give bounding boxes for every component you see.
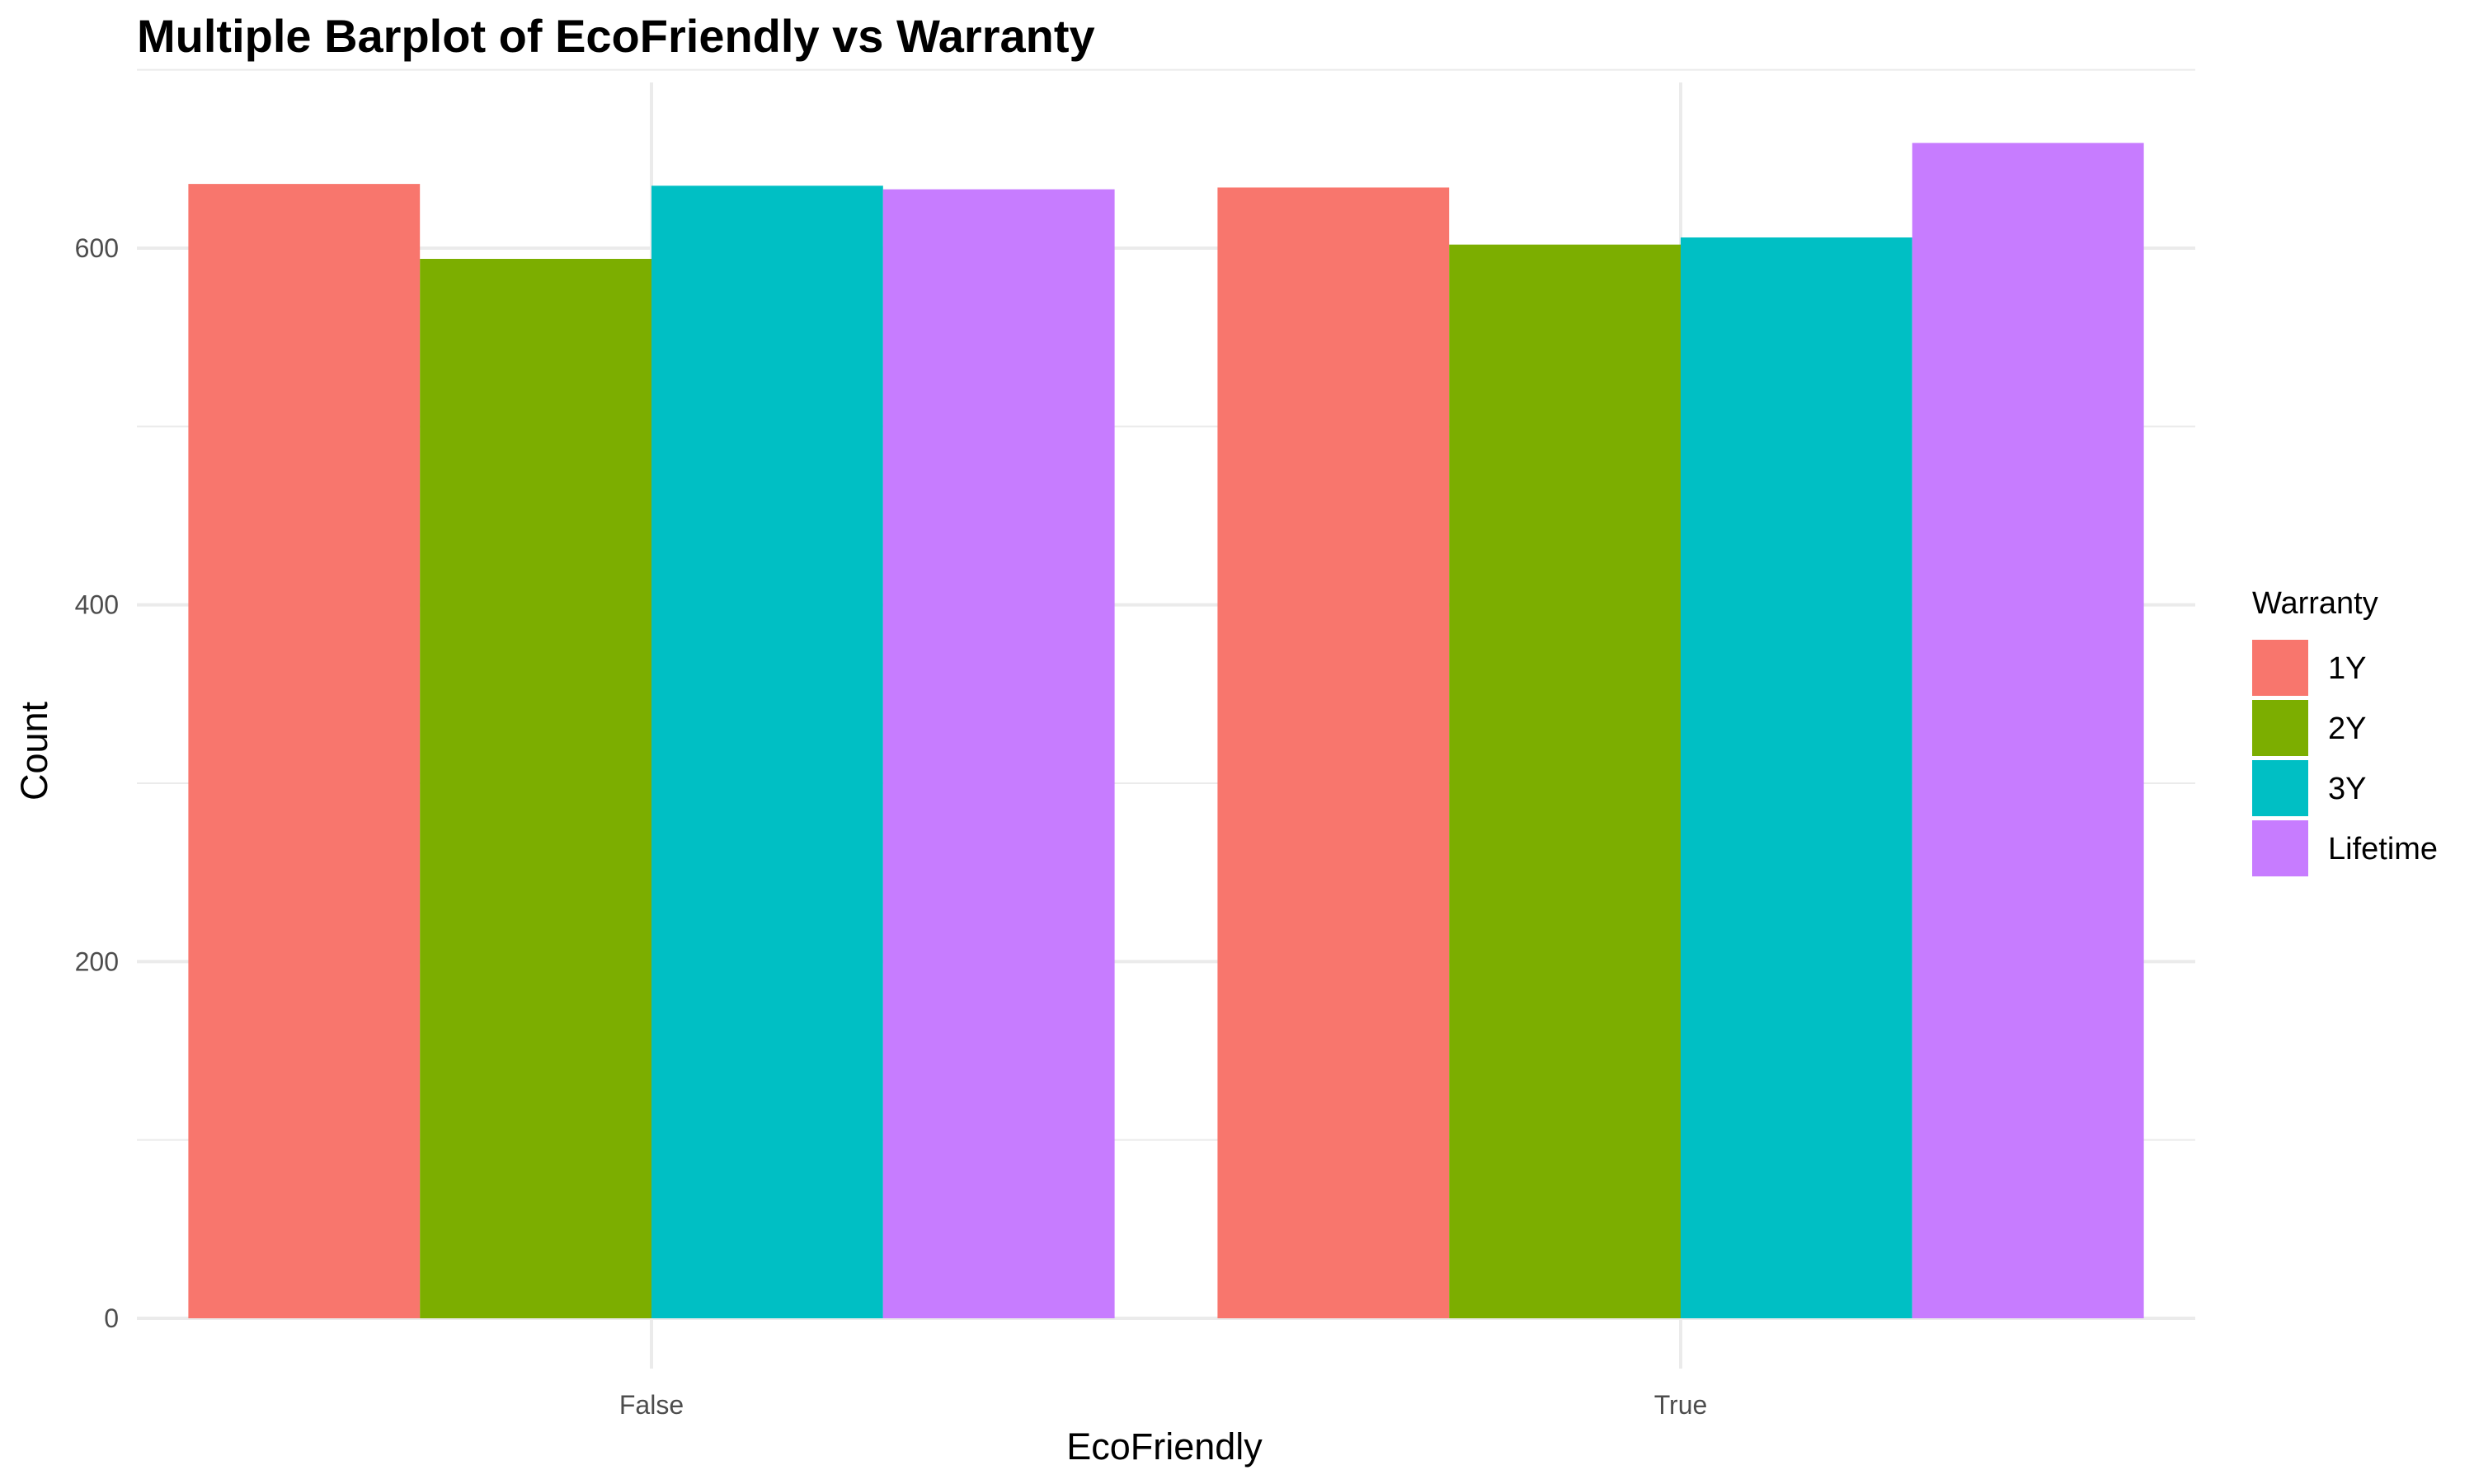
- bar: [651, 186, 883, 1319]
- legend-key: [2252, 820, 2308, 876]
- bar: [1217, 187, 1450, 1319]
- legend-label: 2Y: [2328, 711, 2366, 746]
- legend-key: [2252, 760, 2308, 816]
- y-tick-label: 600: [75, 233, 119, 263]
- y-tick-label: 200: [75, 946, 119, 976]
- y-tick-label: 0: [104, 1303, 119, 1333]
- legend-label: 1Y: [2328, 651, 2366, 686]
- x-tick-label: True: [1654, 1390, 1708, 1420]
- ticks-layer: 0 200 400 600 False True: [75, 233, 1708, 1420]
- bar: [188, 184, 421, 1318]
- legend-label: Lifetime: [2328, 832, 2438, 866]
- bar: [1681, 237, 1912, 1318]
- bar: [882, 189, 1115, 1319]
- y-tick-label: 400: [75, 590, 119, 620]
- legend: Warranty 1Y 2Y 3Y Lifetime: [2252, 586, 2438, 876]
- legend-key: [2252, 640, 2308, 696]
- bar: [420, 258, 651, 1319]
- x-axis-title: EcoFriendly: [1066, 1425, 1263, 1468]
- x-tick-label: False: [619, 1390, 684, 1420]
- legend-key: [2252, 700, 2308, 756]
- legend-title: Warranty: [2252, 586, 2378, 621]
- bar: [1449, 244, 1681, 1318]
- bars-layer: [188, 143, 2144, 1319]
- chart-title: Multiple Barplot of EcoFriendly vs Warra…: [137, 10, 1095, 62]
- bar: [1912, 143, 2144, 1319]
- legend-label: 3Y: [2328, 772, 2366, 806]
- legend-items: 1Y 2Y 3Y Lifetime: [2252, 640, 2438, 876]
- y-axis-title: Count: [13, 701, 55, 801]
